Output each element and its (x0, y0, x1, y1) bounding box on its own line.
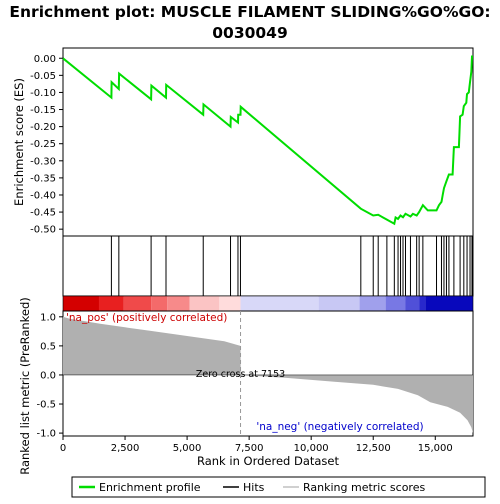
x-tick-label: 0 (60, 443, 66, 454)
heat-segment-neg (385, 296, 406, 311)
es-y-tick-label: -0.40 (30, 190, 56, 201)
es-y-tick-label: -0.25 (30, 139, 56, 150)
pos-correlated-label: 'na_pos' (positively correlated) (66, 312, 227, 324)
es-y-tick-label: -0.30 (30, 156, 56, 167)
chart-title-line1: Enrichment plot: MUSCLE FILAMENT SLIDING… (9, 3, 490, 21)
enrichment-profile-line (62, 55, 473, 226)
es-y-tick-label: -0.05 (30, 71, 56, 82)
metric-y-axis-label: Ranked list metric (PreRanked) (18, 297, 32, 475)
heat-segment-pos (63, 296, 99, 311)
x-tick-label: 7,500 (235, 443, 264, 454)
neg-correlated-label: 'na_neg' (negatively correlated) (256, 421, 423, 433)
es-y-axis-label: Enrichment score (ES) (12, 78, 26, 206)
heat-segment-pos (189, 296, 220, 311)
es-y-tick-label: -0.35 (30, 173, 56, 184)
heat-segment-pos (98, 296, 124, 311)
es-y-tick-label: 0.00 (34, 54, 56, 65)
metric-y-tick-label: -0.5 (36, 400, 56, 411)
x-tick-label: 12,500 (356, 443, 391, 454)
metric-y-tick-label: 1.0 (40, 312, 56, 323)
legend-box (71, 476, 486, 498)
legend: Enrichment profile Hits Ranking metric s… (71, 476, 486, 498)
legend-label-metric: Ranking metric scores (303, 481, 425, 494)
heat-segment-pos (167, 296, 190, 311)
heat-segment-neg (359, 296, 386, 311)
rank-heat-bar (62, 295, 474, 312)
x-tick-label: 15,000 (418, 443, 453, 454)
hit-markers (110, 236, 473, 296)
metric-y-ticks: 1.0 0.5 0.0 -0.5 -1.0 (36, 312, 63, 440)
heat-segment-neg (425, 296, 473, 311)
heat-segment-neg (318, 296, 360, 311)
legend-label-enrichment: Enrichment profile (99, 481, 201, 494)
legend-label-hits: Hits (243, 481, 265, 494)
metric-y-tick-label: 0.5 (40, 341, 56, 352)
metric-y-tick-label: -1.0 (36, 429, 56, 440)
es-y-tick-label: -0.45 (30, 208, 56, 219)
es-y-tick-label: -0.15 (30, 105, 56, 116)
es-y-tick-label: -0.10 (30, 88, 56, 99)
x-axis-label: Rank in Ordered Dataset (197, 454, 340, 468)
heat-segment-pos (123, 296, 152, 311)
zero-cross-label: Zero cross at 7153 (196, 369, 285, 380)
heat-segment-pos (219, 296, 241, 311)
es-y-tick-label: -0.20 (30, 122, 56, 133)
chart-title-line2: 0030049 (212, 24, 288, 42)
x-tick-label: 5,000 (173, 443, 202, 454)
x-axis-ticks: 0 2,500 5,000 7,500 10,000 12,500 15,000 (60, 436, 453, 454)
es-y-ticks: 0.00 -0.05 -0.10 -0.15 -0.20 -0.25 -0.30 -0.35 -… (30, 54, 63, 236)
heat-segment-neg (240, 296, 319, 311)
x-tick-label: 10,000 (294, 443, 329, 454)
metric-y-tick-label: 0.0 (40, 370, 56, 381)
heat-segment-pos (151, 296, 168, 311)
heat-segment-neg (405, 296, 420, 311)
heat-segment-neg (419, 296, 426, 311)
x-tick-label: 2,500 (111, 443, 140, 454)
ranking-metric-area (63, 316, 473, 434)
es-y-tick-label: -0.50 (30, 225, 56, 236)
